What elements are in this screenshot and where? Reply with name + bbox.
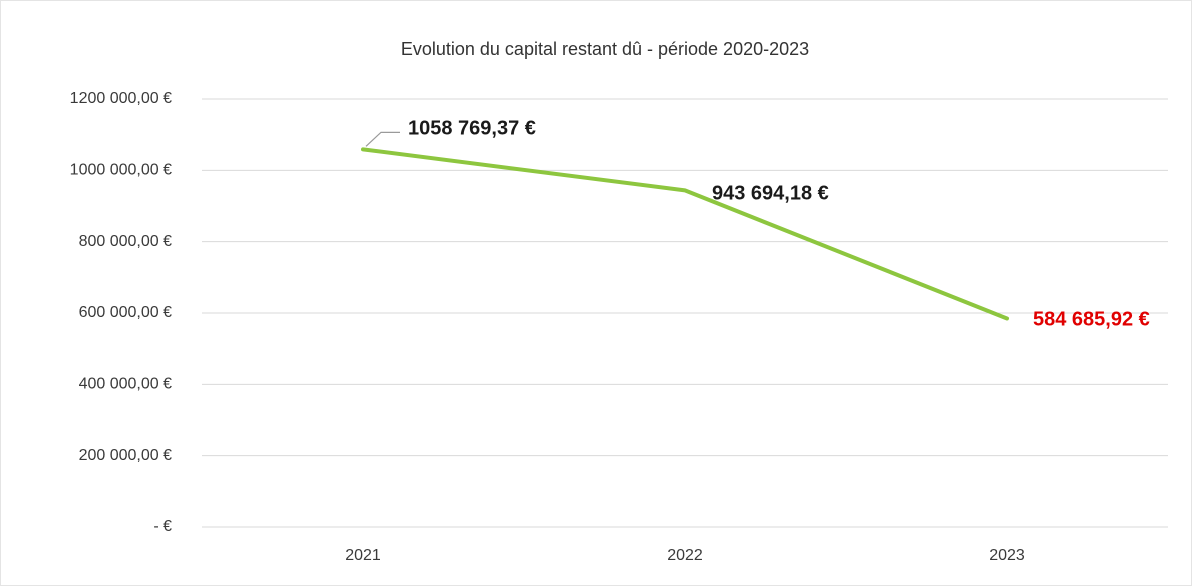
data-label: 943 694,18 € [712,183,829,205]
y-tick-label: 400 000,00 € [79,376,173,393]
line-series [361,147,1009,321]
x-tick-label: 2021 [345,547,381,564]
y-tick-label: - € [153,518,172,535]
y-tick-label: 1000 000,00 € [70,162,172,179]
y-tick-label: 1200 000,00 € [70,90,172,107]
data-label: 584 685,92 € [1033,309,1150,331]
label-leader [365,131,400,147]
y-tick-label: 800 000,00 € [79,233,173,250]
x-tick-label: 2023 [989,547,1025,564]
data-label: 1058 769,37 € [408,118,536,140]
x-tick-label: 2022 [667,547,703,564]
y-tick-label: 600 000,00 € [79,304,173,321]
y-tick-label: 200 000,00 € [79,447,173,464]
chart-title: Evolution du capital restant dû - périod… [401,39,809,59]
